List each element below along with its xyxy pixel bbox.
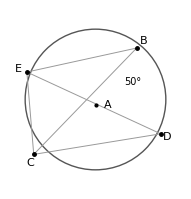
Text: C: C — [26, 158, 34, 168]
Text: B: B — [140, 36, 147, 46]
Text: A: A — [104, 100, 112, 110]
Text: E: E — [15, 64, 22, 74]
Text: D: D — [163, 132, 172, 142]
Text: 50°: 50° — [125, 77, 142, 87]
